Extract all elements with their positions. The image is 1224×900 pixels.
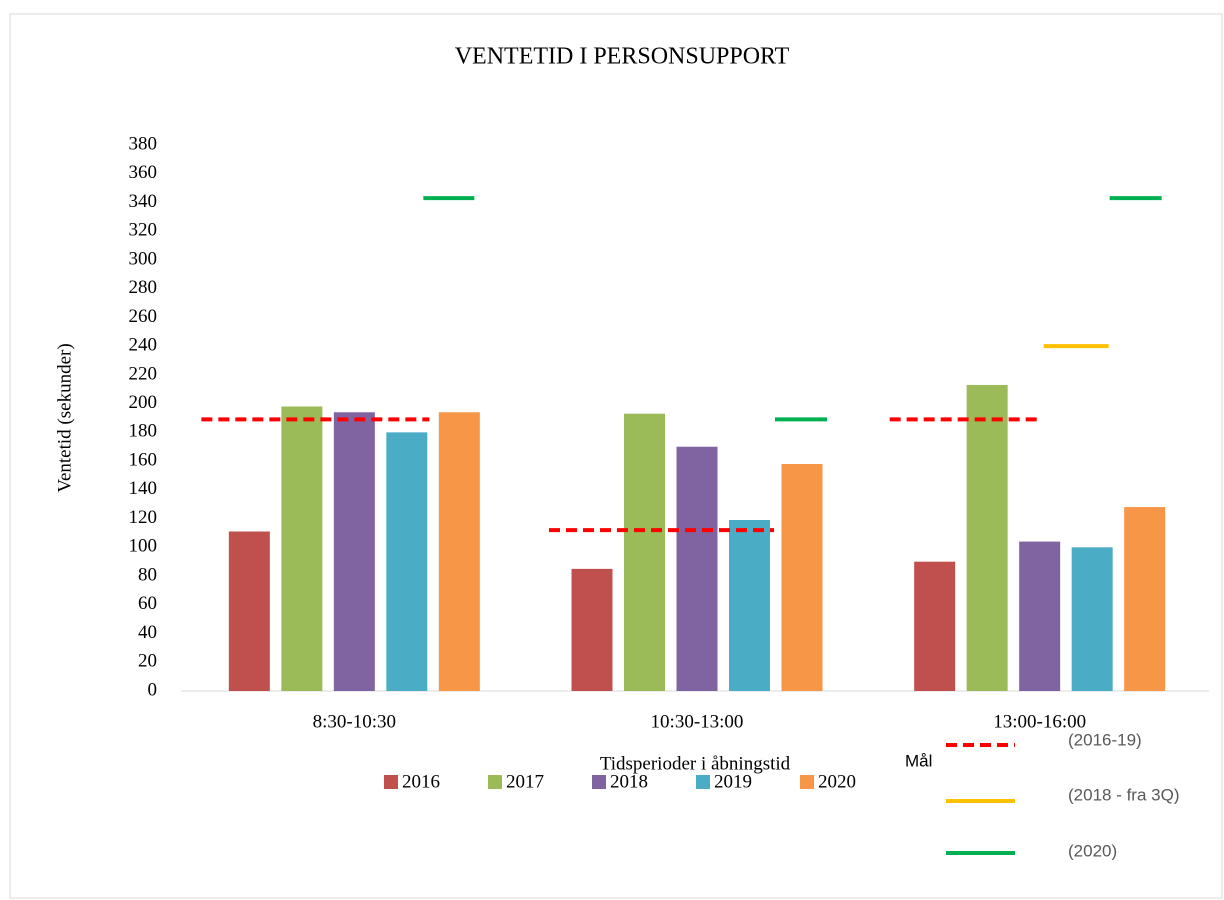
bar [1071, 547, 1113, 691]
bar [386, 432, 428, 691]
legend-swatch [592, 775, 606, 789]
bar [281, 406, 323, 691]
y-tick-label: 360 [129, 162, 158, 183]
y-tick-label: 100 [129, 536, 158, 557]
bar [1019, 541, 1061, 691]
legend-swatch [384, 775, 398, 789]
y-tick-label: 160 [129, 449, 158, 470]
legend-label: 2017 [506, 771, 544, 792]
y-tick-label: 80 [138, 564, 157, 585]
x-tick-label: 10:30-13:00 [651, 711, 744, 732]
y-tick-label: 220 [129, 363, 158, 384]
target-legend-label: (2020) [1068, 841, 1117, 860]
y-tick-label: 260 [129, 306, 158, 327]
y-tick-label: 60 [138, 593, 157, 614]
y-tick-label: 280 [129, 277, 158, 298]
bar [228, 531, 270, 691]
bar [438, 412, 480, 691]
y-axis-label: Ventetid (sekunder) [54, 343, 75, 492]
y-tick-label: 380 [129, 133, 158, 154]
y-tick-label: 20 [138, 651, 157, 672]
target-legend-label: (2016-19) [1068, 730, 1142, 749]
bar [914, 561, 956, 691]
chart-title: VENTETID I PERSONSUPPORT [455, 44, 790, 70]
y-tick-label: 200 [129, 392, 158, 413]
y-tick-label: 180 [129, 421, 158, 442]
legend-label: 2019 [714, 771, 752, 792]
legend-label: 2020 [818, 771, 856, 792]
bar [333, 412, 375, 691]
legend-label: 2018 [610, 771, 648, 792]
y-tick-label: 0 [148, 679, 158, 700]
y-tick-label: 140 [129, 478, 158, 499]
bar [624, 413, 665, 691]
legend-label: 2016 [402, 771, 440, 792]
bar [676, 446, 718, 691]
bar [729, 520, 770, 691]
chart-border [9, 13, 1223, 899]
legend-swatch [696, 775, 710, 789]
y-tick-label: 40 [138, 622, 157, 643]
bar [781, 463, 823, 691]
x-axis-label: Tidsperioder i åbningstid [600, 753, 791, 774]
y-tick-label: 240 [129, 335, 158, 356]
goal-label: Mål [905, 751, 932, 770]
bar [571, 568, 613, 691]
y-tick-label: 340 [129, 191, 158, 212]
x-tick-label: 13:00-16:00 [993, 711, 1086, 732]
y-tick-label: 120 [129, 507, 158, 528]
legend-swatch [488, 775, 502, 789]
legend-swatch [800, 775, 814, 789]
x-tick-label: 8:30-10:30 [313, 711, 396, 732]
bar [966, 384, 1008, 691]
y-tick-label: 300 [129, 248, 158, 269]
target-legend-label: (2018 - fra 3Q) [1068, 785, 1180, 804]
y-tick-label: 320 [129, 220, 158, 241]
bar [1124, 507, 1166, 691]
